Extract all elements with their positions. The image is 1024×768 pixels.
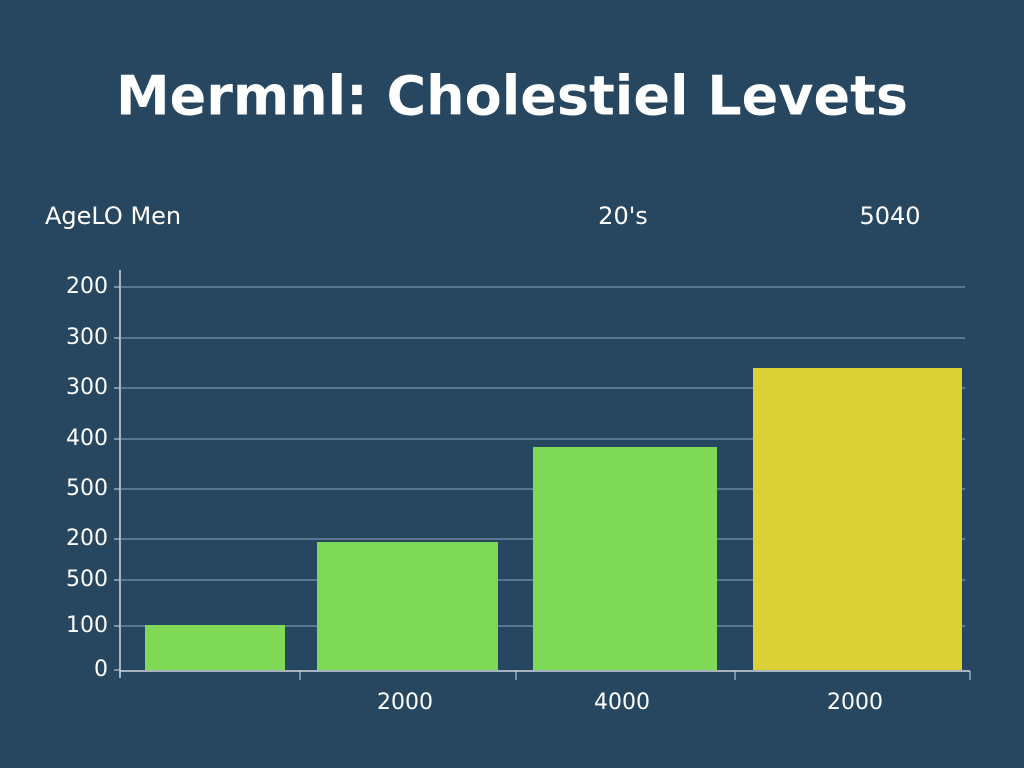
x-tick-label: 4000 <box>594 690 650 715</box>
y-tick-label: 400 <box>66 426 108 451</box>
y-tick-label: 0 <box>94 657 108 682</box>
x-tick-label: 2000 <box>827 690 883 715</box>
bar <box>753 368 962 670</box>
bar <box>145 625 285 670</box>
annotation: 5040 <box>859 202 920 230</box>
y-tick-label: 300 <box>66 375 108 400</box>
annotation: AgeLO Men <box>45 202 181 230</box>
x-tick-label: 2000 <box>377 690 433 715</box>
y-tick-label: 200 <box>66 274 108 299</box>
y-tick-label: 200 <box>66 526 108 551</box>
annotation: 20's <box>598 202 648 230</box>
bar <box>533 447 717 670</box>
y-tick-label: 100 <box>66 613 108 638</box>
bar <box>317 542 498 670</box>
y-tick-label: 300 <box>66 325 108 350</box>
y-tick-label: 500 <box>66 567 108 592</box>
chart-title: Mermnl: Cholestiel Levets <box>116 65 908 128</box>
y-tick-label: 500 <box>66 476 108 501</box>
x-axis-ticks <box>299 671 971 680</box>
